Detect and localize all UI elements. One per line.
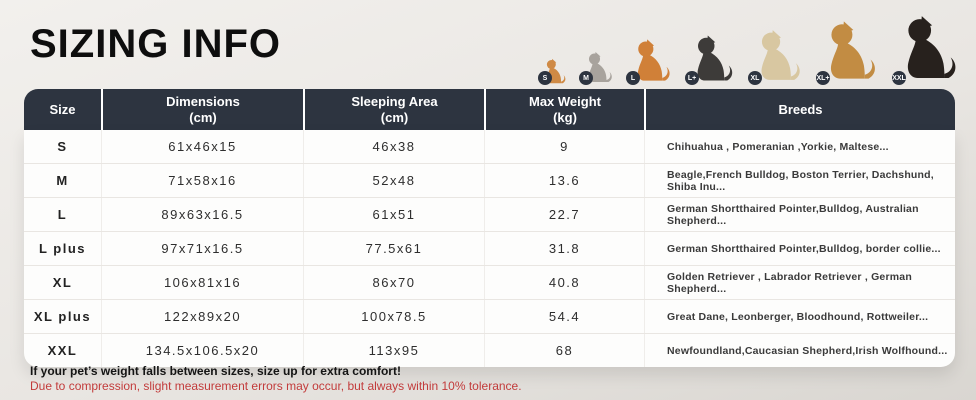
max-weight-cell: 13.6 [484,164,644,197]
header-max-weight: Max Weight (kg) [484,89,644,130]
table-row: XXL 134.5x106.5x20 113x95 68 Newfoundlan… [24,333,955,367]
size-cell: XL [52,275,73,290]
header-label: Dimensions [166,93,240,109]
size-badge: XL [748,71,762,85]
size-cell: S [57,139,68,154]
header-size: Size [24,89,101,130]
size-badge: L+ [685,71,699,85]
dimensions-cell: 71x58x16 [101,164,303,197]
breeds-cell: Beagle,French Bulldog, Boston Terrier, D… [644,164,955,197]
header-sleeping-area: Sleeping Area (cm) [303,89,484,130]
table-row: XL plus 122x89x20 100x78.5 54.4 Great Da… [24,299,955,333]
dimensions-cell: 61x46x15 [101,130,303,163]
sleeping-area-cell: 113x95 [303,334,484,367]
dog-golden-retriever: XL+ [816,14,881,86]
size-badge: S [538,71,552,85]
table-row: S 61x46x15 46x38 9 Chihuahua , Pomerania… [24,130,955,163]
sizing-tip-text: If your pet’s weight falls between sizes… [30,364,401,378]
dimensions-cell: 122x89x20 [101,300,303,333]
header-label: Sleeping Area [351,93,438,109]
page-title: SIZING INFO [30,22,281,66]
sleeping-area-cell: 52x48 [303,164,484,197]
dimensions-cell: 89x63x16.5 [101,198,303,231]
header-label: Breeds [778,101,823,117]
size-cell: XL plus [33,309,92,324]
header-label: Max Weight [529,93,601,109]
size-badge: XL+ [816,71,830,85]
table-row: L plus 97x71x16.5 77.5x61 31.8 German Sh… [24,231,955,265]
dog-french-bulldog: M [579,48,615,86]
size-badge: M [579,71,593,85]
tolerance-disclaimer-text: Due to compression, slight measurement e… [30,379,522,393]
dimensions-cell: 134.5x106.5x20 [101,334,303,367]
sleeping-area-cell: 100x78.5 [303,300,484,333]
header-dimensions: Dimensions (cm) [101,89,303,130]
table-body: S 61x46x15 46x38 9 Chihuahua , Pomerania… [24,130,955,367]
header-breeds: Breeds [644,89,955,130]
breeds-cell: German Shortthaired Pointer,Bulldog, Aus… [644,198,955,231]
max-weight-cell: 22.7 [484,198,644,231]
sleeping-area-cell: 61x51 [303,198,484,231]
max-weight-cell: 54.4 [484,300,644,333]
table-row: XL 106x81x16 86x70 40.8 Golden Retriever… [24,265,955,299]
size-cell: L plus [38,241,87,256]
table-header-row: Size Dimensions (cm) Sleeping Area (cm) … [24,89,955,130]
dimensions-cell: 106x81x16 [101,266,303,299]
size-badge: L [626,71,640,85]
size-cell: XXL [47,343,78,358]
dimensions-cell: 97x71x16.5 [101,232,303,265]
dog-doberman: XXL [892,8,962,86]
max-weight-cell: 9 [484,130,644,163]
dog-shiba-inu: L [626,34,674,86]
footer-notes: If your pet’s weight falls between sizes… [30,364,522,394]
header-label: Size [49,101,76,117]
header-unit: (kg) [553,109,577,125]
table-row: L 89x63x16.5 61x51 22.7 German Shortthai… [24,197,955,231]
breeds-cell: Golden Retriever , Labrador Retriever , … [644,266,955,299]
breeds-cell: Great Dane, Leonberger, Bloodhound, Rott… [644,300,955,333]
max-weight-cell: 31.8 [484,232,644,265]
dog-labrador: XL [748,24,805,86]
size-cell: M [56,173,69,188]
size-badge: XXL [892,71,906,85]
breeds-cell: Chihuahua , Pomeranian ,Yorkie, Maltese.… [644,130,955,163]
size-cell: L [57,207,68,222]
breeds-cell: Newfoundland,Caucasian Shepherd,Irish Wo… [644,334,955,367]
dog-pomeranian: S [538,56,568,86]
dog-size-lineup: S M L L+ XL XL+ XXL [538,4,962,86]
max-weight-cell: 40.8 [484,266,644,299]
sizing-table: Size Dimensions (cm) Sleeping Area (cm) … [24,89,955,367]
table-row: M 71x58x16 52x48 13.6 Beagle,French Bull… [24,163,955,197]
header-unit: (cm) [189,109,217,125]
breeds-cell: German Shortthaired Pointer,Bulldog, bor… [644,232,955,265]
max-weight-cell: 68 [484,334,644,367]
sleeping-area-cell: 77.5x61 [303,232,484,265]
dog-border-collie: L+ [685,30,737,86]
header-unit: (cm) [380,109,409,125]
sleeping-area-cell: 86x70 [303,266,484,299]
sleeping-area-cell: 46x38 [303,130,484,163]
